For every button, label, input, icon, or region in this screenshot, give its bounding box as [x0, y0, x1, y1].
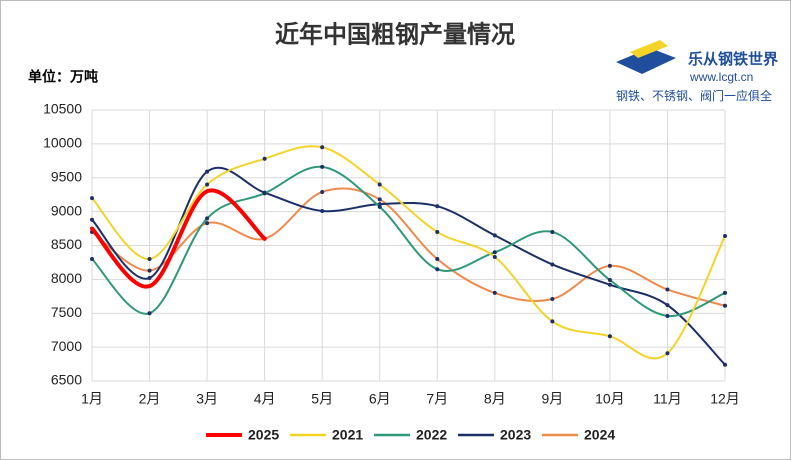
point [205, 221, 210, 226]
point [435, 257, 440, 262]
x-tick-label: 6月 [369, 391, 391, 407]
point [320, 208, 325, 213]
x-tick-label: 12月 [710, 391, 740, 407]
unit-label: 单位：万吨 [28, 69, 98, 85]
point [665, 351, 670, 356]
y-tick-label: 8500 [51, 236, 82, 252]
point [147, 311, 152, 316]
x-tick-label: 8月 [484, 391, 506, 407]
y-tick-label: 6500 [51, 372, 82, 388]
logo-url: www.lcgt.cn [689, 70, 753, 84]
point [607, 282, 612, 287]
logo-icon [616, 48, 676, 74]
logo: 乐从钢铁世界 www.lcgt.cn 钢铁、不锈钢、阀门一应俱全 [616, 40, 778, 103]
legend-label: 2021 [332, 427, 363, 443]
point [205, 216, 210, 221]
y-tick-label: 7500 [51, 304, 82, 320]
point [665, 303, 670, 308]
legend-label: 2025 [248, 427, 279, 443]
logo-slogan: 钢铁、不锈钢、阀门一应俱全 [616, 88, 772, 103]
x-tick-label: 1月 [81, 391, 103, 407]
point [377, 204, 382, 209]
point [262, 156, 267, 161]
point [320, 145, 325, 150]
y-tick-label: 10500 [43, 101, 82, 117]
point [205, 189, 210, 194]
point [723, 290, 727, 295]
y-tick-label: 9000 [51, 202, 82, 218]
point [665, 313, 670, 318]
point [90, 257, 94, 262]
point [723, 303, 727, 308]
x-tick-label: 10月 [595, 391, 625, 407]
chart-title: 近年中国粗钢产量情况 [275, 20, 515, 48]
point [320, 189, 325, 194]
x-tick-label: 11月 [653, 391, 682, 407]
x-tick-label: 5月 [311, 391, 333, 407]
logo-name: 乐从钢铁世界 [688, 50, 778, 68]
point [262, 236, 267, 241]
x-tick-label: 7月 [426, 391, 448, 407]
y-tick-label: 8000 [51, 270, 82, 286]
x-tick-label: 3月 [196, 391, 218, 407]
point [147, 257, 152, 262]
point [435, 267, 440, 272]
point [147, 276, 152, 281]
x-tick-label: 4月 [254, 391, 276, 407]
point [550, 262, 555, 267]
point [90, 226, 94, 231]
point [492, 290, 497, 295]
legend-label: 2023 [500, 427, 531, 443]
point [377, 197, 382, 202]
legend-label: 2024 [584, 427, 615, 443]
y-tick-label: 7000 [51, 338, 82, 354]
point [435, 204, 440, 209]
point [492, 255, 497, 260]
point [147, 284, 152, 289]
point [665, 287, 670, 292]
point [320, 164, 325, 169]
point [550, 297, 555, 302]
y-tick-label: 9500 [51, 168, 82, 184]
point [435, 229, 440, 234]
legend-label: 2022 [416, 427, 447, 443]
point [723, 362, 727, 367]
point [607, 263, 612, 268]
point [90, 196, 94, 201]
x-tick-label: 2月 [139, 391, 161, 407]
series-line [91, 166, 726, 366]
series-line [91, 145, 726, 360]
series-line [90, 188, 267, 289]
point [90, 217, 94, 222]
point [550, 229, 555, 234]
point [262, 191, 267, 196]
point [607, 278, 612, 283]
point [205, 169, 210, 174]
point [377, 182, 382, 187]
y-tick-label: 10000 [43, 135, 82, 151]
point [147, 268, 152, 273]
point [550, 319, 555, 324]
point [205, 182, 210, 187]
point [607, 334, 612, 339]
x-tick-label: 9月 [541, 391, 563, 407]
logo-icon [630, 40, 668, 58]
point [723, 234, 727, 239]
point [492, 233, 497, 238]
point [492, 250, 497, 255]
